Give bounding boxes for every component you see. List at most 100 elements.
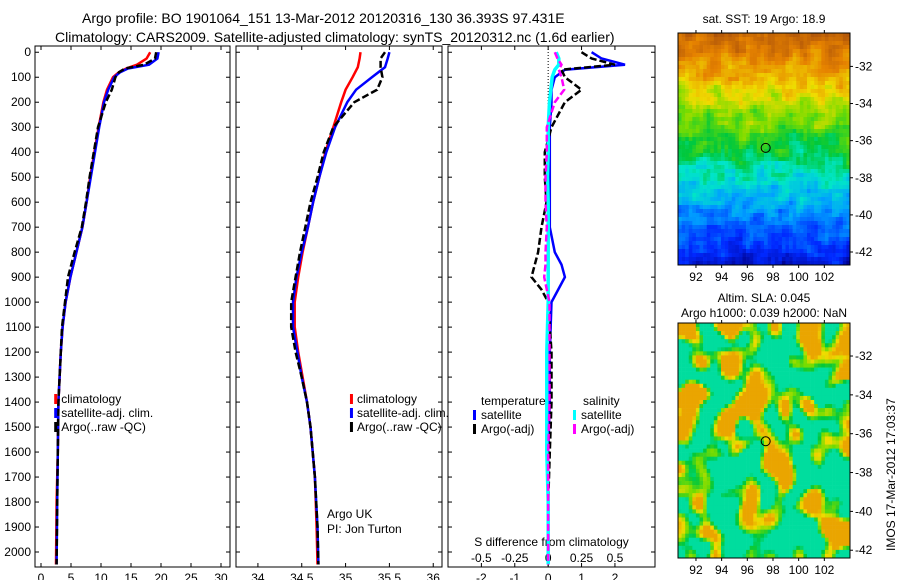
map-cell: [799, 464, 804, 470]
map-cell: [810, 428, 815, 433]
map-cell: [721, 347, 725, 352]
map-cell: [731, 69, 736, 74]
map-cell: [824, 363, 829, 368]
map-cell: [778, 157, 783, 162]
map-cell: [842, 149, 847, 154]
map-cell: [717, 395, 722, 401]
map-cell: [821, 197, 826, 202]
map-cell: [803, 468, 808, 474]
map-cell: [688, 165, 693, 170]
map-cell: [824, 69, 829, 74]
map-cell: [767, 241, 772, 246]
map-cell: [792, 61, 797, 66]
map-cell: [824, 57, 829, 62]
map-cell: [824, 331, 829, 336]
map-cell: [817, 133, 822, 138]
map-cell: [835, 383, 840, 389]
map-cell: [738, 205, 743, 210]
map-cell: [699, 383, 704, 389]
map-cell: [742, 73, 747, 78]
map-cell: [717, 41, 722, 46]
map-cell: [706, 185, 711, 190]
map-cell: [731, 323, 736, 328]
map-cell: [828, 395, 833, 401]
map-cell: [824, 105, 829, 110]
map-cell: [821, 379, 826, 385]
map-cell: [789, 189, 793, 194]
map-cell: [796, 193, 801, 198]
map-cell: [835, 355, 840, 360]
map-cell: [699, 37, 704, 42]
map-cell: [771, 69, 776, 74]
map-cell: [688, 209, 693, 214]
map-cell: [731, 189, 736, 194]
map-cell: [738, 113, 743, 118]
map-cell: [713, 237, 718, 242]
map-cell: [721, 153, 725, 158]
map-cell: [832, 229, 836, 234]
map-cell: [688, 347, 693, 352]
map-cell: [810, 404, 815, 409]
map-cell: [678, 245, 682, 250]
map-cell: [803, 169, 808, 174]
map-cell: [756, 205, 761, 210]
map-cell: [735, 412, 740, 417]
map-cell: [688, 97, 693, 102]
map-cell: [703, 472, 707, 478]
map-cell: [764, 205, 768, 210]
map-cell: [824, 460, 829, 466]
map-cell: [681, 89, 686, 94]
map-cell: [764, 261, 768, 266]
map-cell: [717, 485, 722, 490]
map-cell: [695, 69, 700, 74]
map-cell: [699, 253, 704, 258]
map-cell: [760, 81, 765, 86]
map-cell: [821, 113, 826, 118]
map-cell: [781, 65, 786, 70]
map-cell: [781, 347, 786, 352]
map-cell: [817, 481, 822, 486]
map-cell: [803, 77, 808, 82]
map-cell: [778, 221, 783, 226]
map-cell: [824, 416, 829, 421]
legend-swatch: [473, 410, 476, 420]
map-cell: [821, 57, 826, 62]
map-cell: [703, 363, 707, 368]
map-cell: [771, 391, 776, 397]
map-cell: [742, 331, 747, 336]
map-cell: [681, 225, 686, 230]
map-cell: [706, 181, 711, 186]
s-diff-tick-label: -0.5: [471, 551, 492, 565]
map-cell: [724, 45, 729, 50]
map-cell: [760, 428, 765, 433]
map-cell: [706, 73, 711, 78]
map-cell: [807, 153, 811, 158]
map-cell: [749, 169, 754, 174]
map-cell: [713, 33, 718, 38]
map-cell: [749, 121, 754, 126]
map-cell: [817, 69, 822, 74]
map-cell: [699, 375, 704, 381]
map-cell: [828, 97, 833, 102]
map-cell: [717, 327, 722, 332]
map-cell: [846, 387, 851, 393]
map-cell: [717, 173, 722, 178]
map-cell: [799, 237, 804, 242]
map-cell: [760, 241, 765, 246]
map-cell: [796, 412, 801, 417]
map-cell: [735, 420, 740, 425]
map-cell: [807, 177, 811, 182]
map-cell: [742, 420, 747, 425]
map-cell: [832, 371, 836, 376]
map-cell: [756, 85, 761, 90]
map-cell: [756, 404, 761, 409]
map-cell: [692, 476, 697, 482]
map-cell: [803, 133, 808, 138]
map-cell: [814, 49, 819, 54]
map-cell: [803, 339, 808, 344]
map-cell: [796, 241, 801, 246]
map-cell: [710, 253, 715, 258]
map-cell: [817, 420, 822, 425]
map-cell: [688, 448, 693, 453]
map-cell: [753, 121, 758, 126]
